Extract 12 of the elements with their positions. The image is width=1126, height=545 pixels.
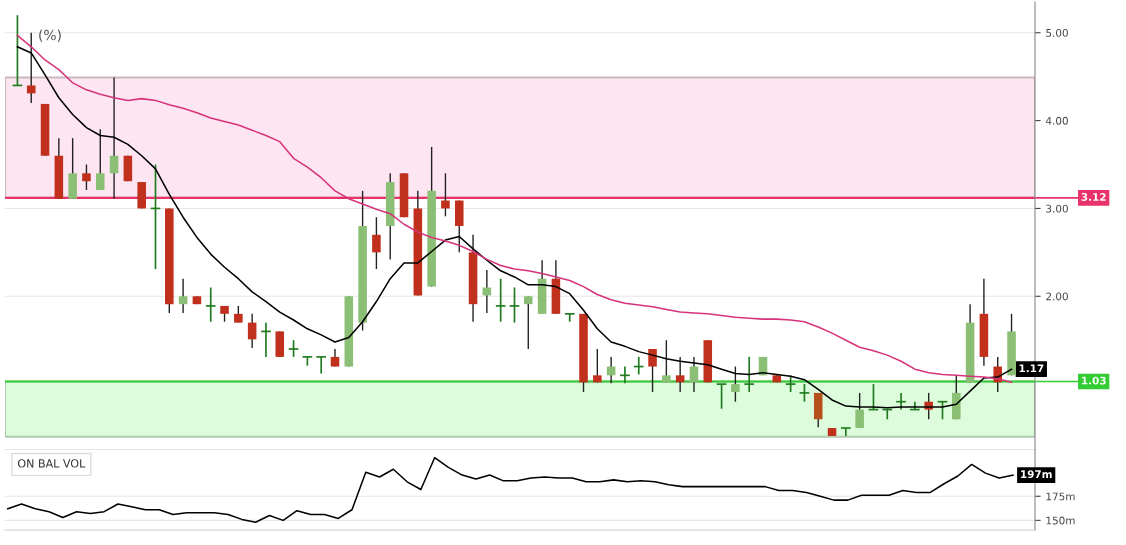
y-tick-label: 3.00 — [1046, 204, 1068, 213]
data-label: 197m — [1021, 470, 1052, 479]
annotation: (%) — [39, 29, 61, 42]
ref-line-label: 1.03 — [1082, 376, 1106, 385]
y-tick-label: 2.00 — [1046, 292, 1068, 301]
y-tick-label: 5.00 — [1046, 28, 1068, 37]
text: ON BAL VOL — [17, 459, 86, 468]
data-label: 1.17 — [1019, 364, 1044, 373]
y-tick-label: 4.00 — [1045, 116, 1068, 125]
y-tick-label: 150m — [1046, 516, 1075, 525]
y-tick-label: 175m — [1046, 492, 1075, 501]
ref-line-label: 3.12 — [1081, 193, 1106, 201]
